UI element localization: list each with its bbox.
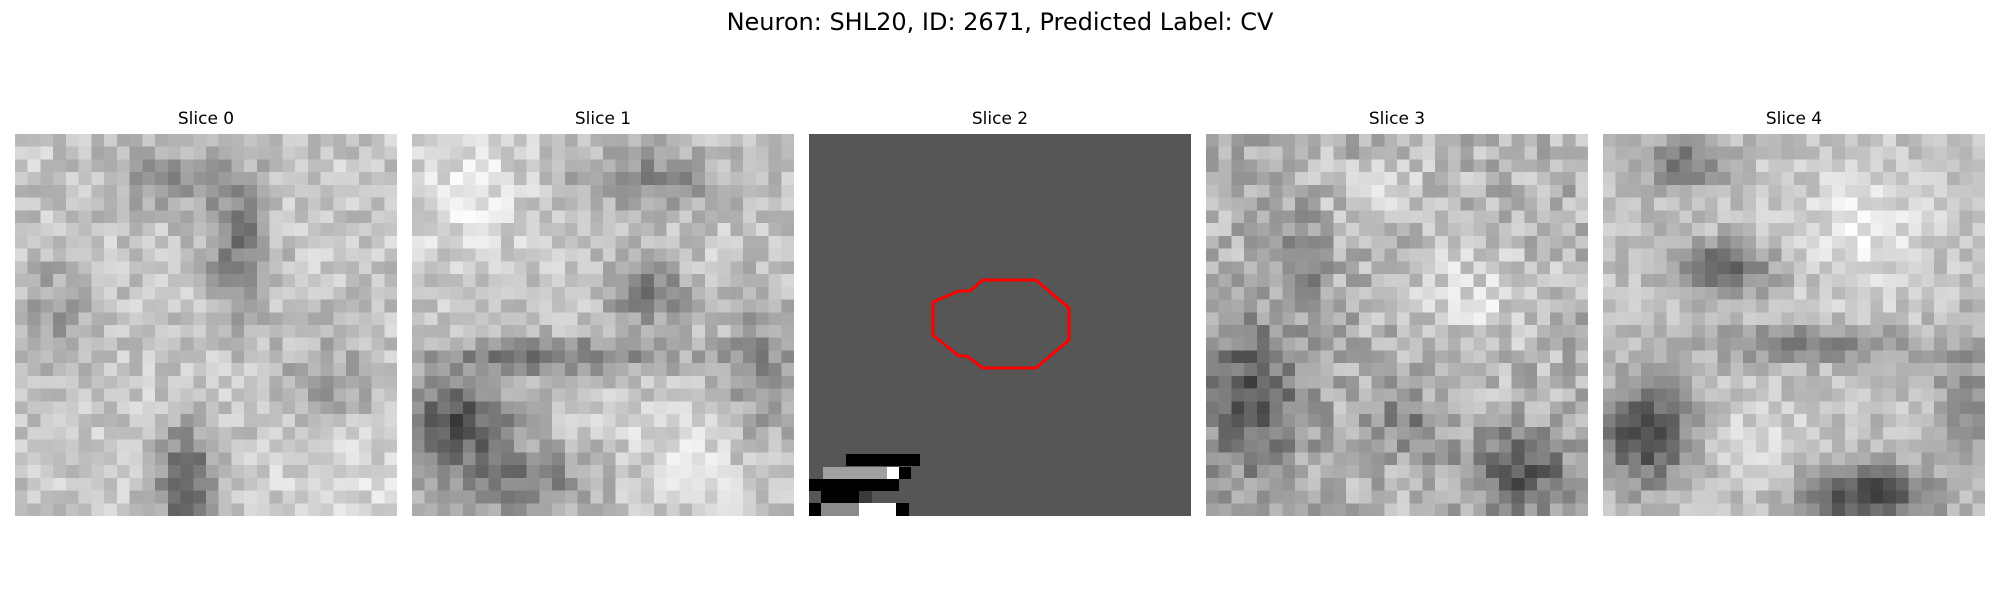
slice-image-3	[1206, 134, 1588, 516]
slice-2-background	[809, 134, 1191, 516]
slice-panel-2: Slice 2	[809, 108, 1191, 518]
slice-image-4	[1603, 134, 1985, 516]
figure-title: Neuron: SHL20, ID: 2671, Predicted Label…	[726, 8, 1274, 36]
slice-panel-3: Slice 3	[1206, 108, 1588, 518]
slice-title-0: Slice 0	[177, 109, 235, 129]
slice-image-1	[412, 134, 794, 516]
slice-panel-0: Slice 0	[15, 108, 397, 518]
slice-title-4: Slice 4	[1765, 109, 1823, 129]
slice-image-2	[809, 134, 1191, 516]
slice-panel-4: Slice 4	[1603, 108, 1985, 518]
slice-title-2: Slice 2	[971, 109, 1029, 129]
slice-title-3: Slice 3	[1368, 109, 1426, 129]
slice-panel-1: Slice 1	[412, 108, 794, 518]
slice-image-0	[15, 134, 397, 516]
slice-title-1: Slice 1	[574, 109, 632, 129]
slice-2-contour	[931, 278, 1071, 370]
